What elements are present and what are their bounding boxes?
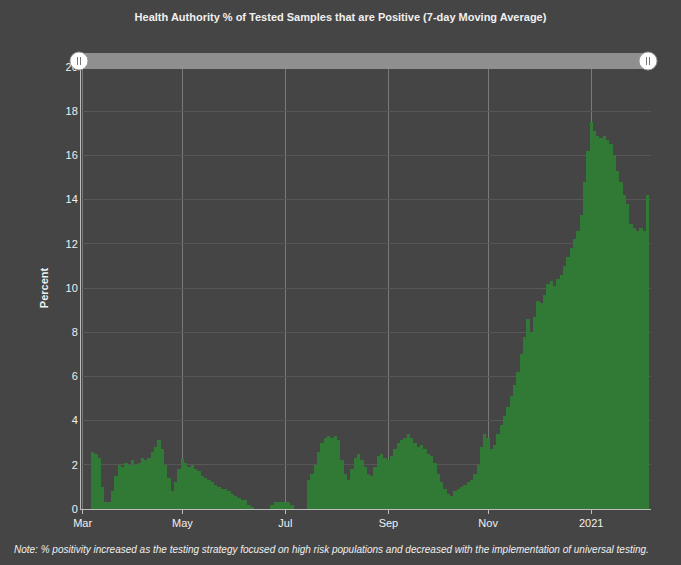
svg-text:16: 16 [66, 149, 78, 161]
svg-text:18: 18 [66, 105, 78, 117]
svg-text:20: 20 [66, 61, 78, 73]
svg-text:6: 6 [72, 370, 78, 382]
svg-text:Nov: Nov [478, 517, 498, 529]
svg-text:2: 2 [72, 459, 78, 471]
svg-text:Sep: Sep [379, 517, 399, 529]
svg-text:Percent: Percent [38, 267, 50, 308]
svg-text:10: 10 [66, 282, 78, 294]
svg-text:Mar: Mar [73, 517, 92, 529]
svg-text:8: 8 [72, 326, 78, 338]
svg-text:0: 0 [72, 503, 78, 515]
svg-text:12: 12 [66, 238, 78, 250]
svg-text:May: May [172, 517, 193, 529]
svg-text:2021: 2021 [579, 517, 603, 529]
svg-text:14: 14 [66, 193, 78, 205]
svg-text:Jul: Jul [278, 517, 292, 529]
svg-text:Health Authority % of Tested S: Health Authority % of Tested Samples tha… [135, 11, 547, 23]
svg-text:4: 4 [72, 414, 78, 426]
svg-text:Note: % positivity increased a: Note: % positivity increased as the test… [14, 544, 649, 555]
